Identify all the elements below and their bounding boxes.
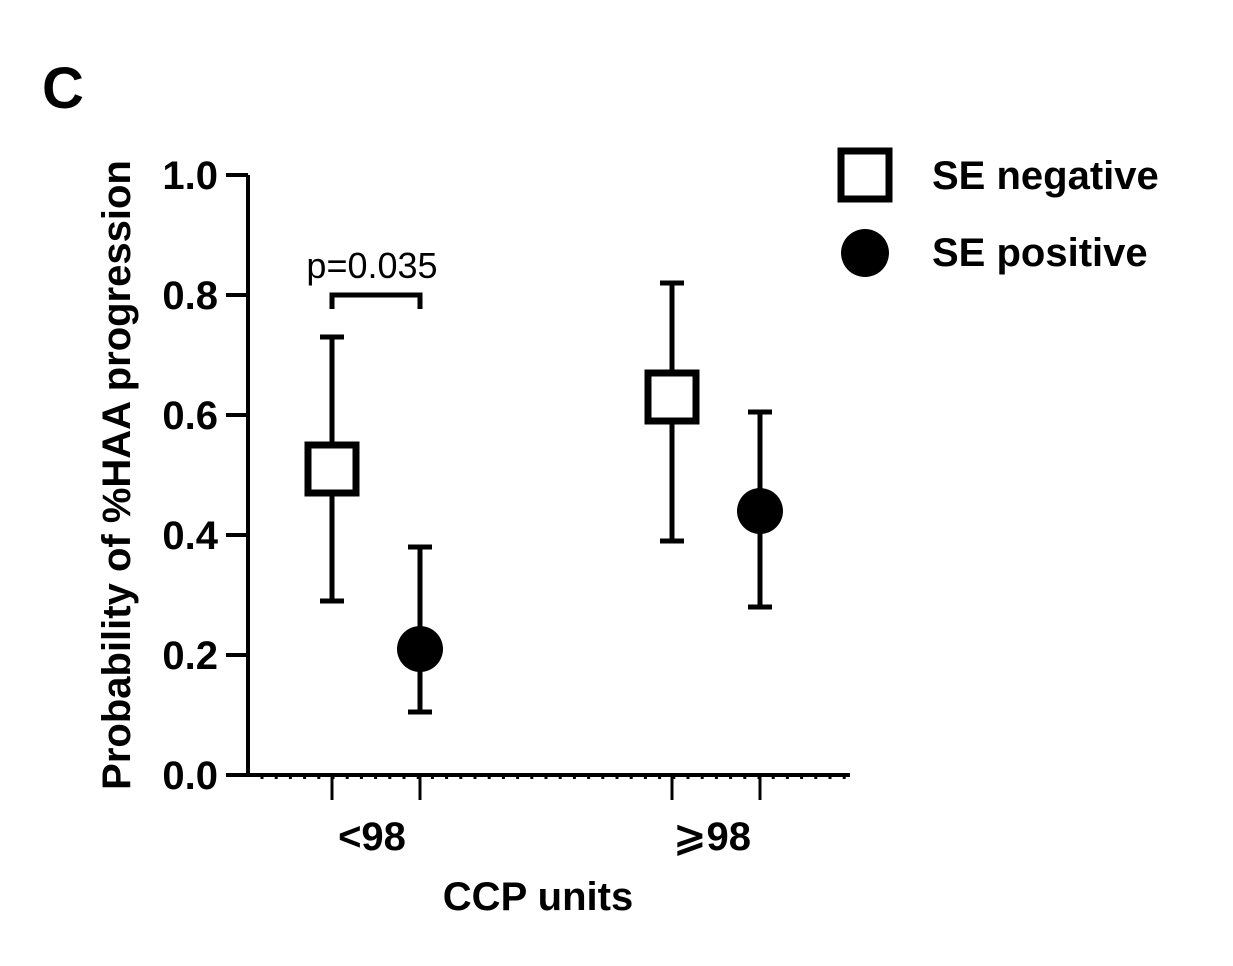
legend-swatch-se-positive — [841, 229, 889, 277]
point-se-negative — [644, 369, 700, 425]
p-value-annotation: p=0.035 — [306, 245, 437, 286]
y-tick-label: 0.8 — [162, 274, 218, 318]
significance-bracket — [329, 292, 423, 309]
panel-label: C — [42, 56, 84, 121]
y-tick-label: 0.2 — [162, 634, 218, 678]
legend: SE negative SE positive — [837, 147, 1159, 277]
x-axis-title: CCP units — [443, 875, 633, 919]
legend-label-se-negative: SE negative — [932, 154, 1159, 198]
y-tick-label: 0.0 — [162, 754, 218, 798]
legend-label-se-positive: SE positive — [932, 231, 1148, 275]
y-axis-title: Probability of %HAA progression — [95, 160, 139, 790]
point-se-negative — [304, 441, 360, 497]
x-tick-label: <98 — [338, 815, 406, 859]
point-se-positive — [397, 626, 443, 672]
x-tick-label: ⩾98 — [673, 815, 751, 859]
point-se-positive — [737, 488, 783, 534]
y-tick-label: 1.0 — [162, 154, 218, 198]
y-tick-label: 0.6 — [162, 394, 218, 438]
y-tick-label: 0.4 — [162, 514, 218, 558]
legend-swatch-se-negative — [837, 147, 893, 203]
